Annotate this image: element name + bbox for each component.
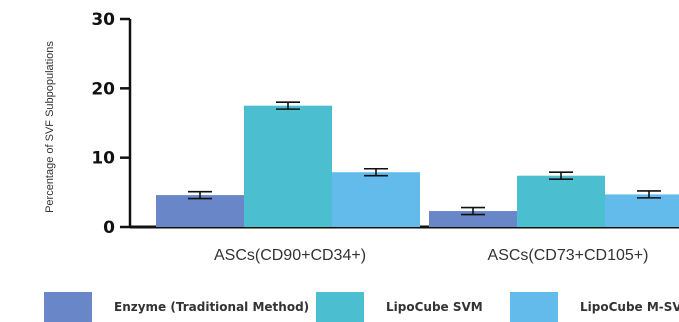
x-axis-categories: ASCs(CD90+CD34+) ASCs(CD73+CD105+) [214, 247, 649, 264]
bar-chart: Percentage of SVF Subpopulations 0 10 20 30… [44, 10, 679, 264]
legend-item-lipocube-msvf: LipoCube M-SVF [510, 292, 679, 322]
bar [244, 105, 332, 227]
error-bar [461, 206, 485, 216]
y-axis-label: Percentage of SVF Subpopulations [44, 41, 56, 213]
error-bars [188, 101, 661, 216]
category-label: ASCs(CD73+CD105+) [488, 247, 649, 264]
bar [332, 172, 420, 227]
legend-label: Enzyme (Traditional Method) [114, 300, 310, 314]
error-bar [637, 190, 661, 199]
error-bar [549, 171, 573, 180]
error-bar [188, 190, 212, 200]
y-tick-label: 20 [91, 79, 115, 99]
legend-item-lipocube-svm: LipoCube SVM [316, 292, 483, 322]
legend-label: LipoCube M-SVF [580, 300, 679, 314]
y-tick-label: 0 [103, 218, 115, 238]
category-label: ASCs(CD90+CD34+) [214, 247, 366, 264]
legend-item-enzyme: Enzyme (Traditional Method) [44, 292, 309, 322]
y-tick-label: 10 [91, 149, 115, 169]
legend: Enzyme (Traditional Method) LipoCube SVM… [0, 292, 679, 322]
y-axis-ticks: 0 10 20 30 [91, 10, 130, 238]
bar [156, 195, 244, 227]
bar [429, 211, 517, 227]
legend-swatch-lipocube-msvf [510, 292, 558, 322]
bar [517, 175, 605, 227]
bar [605, 194, 679, 227]
y-tick-label: 30 [91, 10, 115, 30]
error-bar [276, 101, 300, 110]
error-bar [364, 167, 388, 177]
bars [156, 105, 679, 227]
legend-label: LipoCube SVM [386, 300, 483, 314]
legend-swatch-lipocube-svm [316, 292, 364, 322]
svg-text:Percentage of SVF Subpopulatio: Percentage of SVF Subpopulations [44, 41, 56, 213]
legend-swatch-enzyme [44, 292, 92, 322]
